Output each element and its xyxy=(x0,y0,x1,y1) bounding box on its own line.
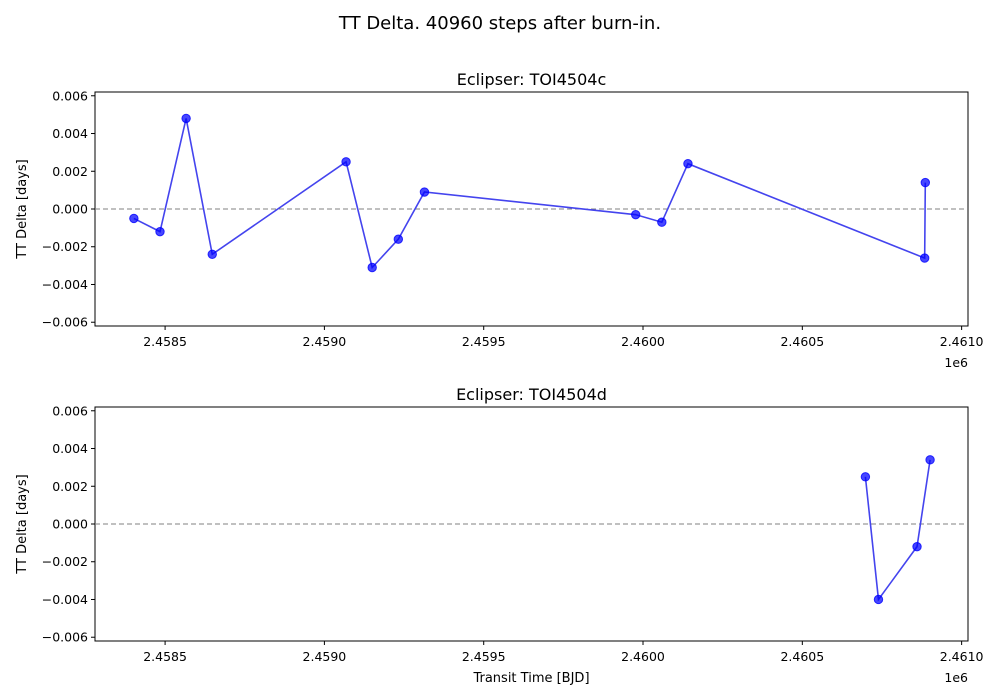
data-point xyxy=(129,213,139,224)
y-tick-label: 0.006 xyxy=(52,403,88,418)
y-tick-label: 0.002 xyxy=(52,164,88,179)
data-point xyxy=(920,177,931,188)
y-tick-label: 0.000 xyxy=(52,202,88,217)
data-point xyxy=(181,113,191,124)
x-tick-label: 2.4590 xyxy=(303,649,347,664)
data-point xyxy=(925,455,935,465)
y-tick-label: −0.002 xyxy=(42,239,88,254)
x-tick-label: 2.4605 xyxy=(780,334,824,349)
data-point xyxy=(873,594,884,605)
axes-title: Eclipser: TOI4504c xyxy=(457,70,607,89)
panel-toi4504d: Eclipser: TOI4504d −0.006 −0.004 −0.002 0.00… xyxy=(15,385,984,686)
data-point xyxy=(393,234,404,244)
x-tick-label: 2.4600 xyxy=(621,334,665,349)
data-point xyxy=(155,226,165,237)
data-point xyxy=(341,157,351,167)
data-point xyxy=(860,472,871,482)
x-tick-label: 2.4585 xyxy=(143,334,187,349)
series-line xyxy=(133,118,927,270)
x-offset-label: 1e6 xyxy=(944,355,968,370)
y-axis-label: TT Delta [days] xyxy=(15,159,30,259)
x-tick-label: 2.4595 xyxy=(462,334,506,349)
x-tick-label: 2.4605 xyxy=(780,649,824,664)
data-point xyxy=(657,217,667,227)
y-tick-label: 0.002 xyxy=(52,479,88,494)
data-point xyxy=(207,249,217,259)
data-point xyxy=(419,187,430,197)
x-tick-label: 2.4585 xyxy=(143,649,187,664)
axes-title: Eclipser: TOI4504d xyxy=(456,385,607,404)
x-tick-label: 2.4595 xyxy=(462,649,506,664)
figure-title: TT Delta. 40960 steps after burn-in. xyxy=(338,13,661,34)
panel-toi4504c: Eclipser: TOI4504c −0.006 −0.004 −0.002 0.00… xyxy=(15,70,984,370)
data-point xyxy=(683,159,693,169)
x-tick-label: 2.4600 xyxy=(621,649,665,664)
x-tick-label: 2.4610 xyxy=(940,334,984,349)
data-point xyxy=(919,253,930,263)
y-tick-label: 0.006 xyxy=(52,88,88,103)
x-tick-label: 2.4590 xyxy=(303,334,347,349)
x-tick-label: 2.4610 xyxy=(940,649,984,664)
series-line xyxy=(864,459,931,602)
x-axis-label: Transit Time [BJD] xyxy=(472,671,589,686)
y-tick-label: −0.004 xyxy=(42,277,88,292)
y-tick-label: 0.004 xyxy=(52,441,88,456)
data-point xyxy=(630,209,641,220)
x-offset-label: 1e6 xyxy=(944,670,968,685)
y-tick-label: −0.004 xyxy=(42,592,88,607)
y-tick-label: −0.006 xyxy=(42,630,88,645)
data-point xyxy=(367,262,377,273)
y-tick-label: −0.006 xyxy=(42,315,88,330)
data-point xyxy=(912,541,922,552)
y-tick-label: −0.002 xyxy=(42,554,88,569)
y-tick-label: 0.000 xyxy=(52,517,88,532)
y-tick-label: 0.004 xyxy=(52,126,88,141)
y-axis-label: TT Delta [days] xyxy=(15,474,30,574)
